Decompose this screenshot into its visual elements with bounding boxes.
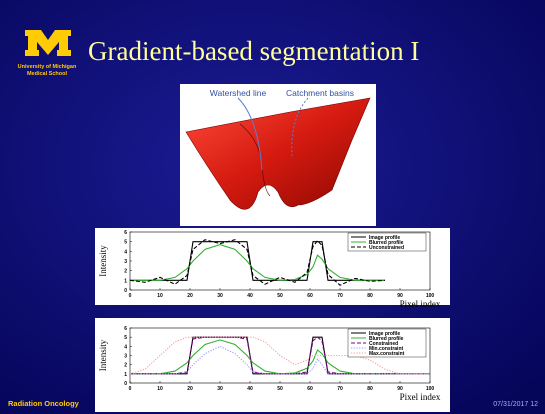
figure-label: Catchment basins xyxy=(286,88,354,98)
x-tick-label: 70 xyxy=(337,293,343,299)
x-tick-label: 10 xyxy=(157,386,163,392)
y-tick-label: 0 xyxy=(124,288,127,294)
logo-text: Medical School xyxy=(27,71,68,77)
y-tick-label: 5 xyxy=(124,335,127,341)
footer-right: 07/31/2017 12 xyxy=(493,401,538,408)
x-tick-label: 80 xyxy=(367,293,373,299)
x-tick-label: 70 xyxy=(337,386,343,392)
y-tick-label: 2 xyxy=(124,363,127,369)
figure-label: Watershed line xyxy=(210,88,267,98)
x-tick-label: 0 xyxy=(129,293,132,299)
x-tick-label: 0 xyxy=(129,386,132,392)
y-tick-label: 2 xyxy=(124,269,127,275)
x-tick-label: 30 xyxy=(217,293,223,299)
x-tick-label: 80 xyxy=(367,386,373,392)
logo-text: University of Michigan xyxy=(18,64,77,70)
x-tick-label: 50 xyxy=(277,293,283,299)
y-tick-label: 5 xyxy=(124,240,127,246)
x-axis-label: Pixel index xyxy=(400,299,441,309)
y-tick-label: 1 xyxy=(124,278,127,284)
x-tick-label: 60 xyxy=(307,386,313,392)
y-axis-label: Intensity xyxy=(98,339,108,371)
x-tick-label: 30 xyxy=(217,386,223,392)
y-tick-label: 0 xyxy=(124,381,127,387)
slide: University of Michigan Medical School Gr… xyxy=(0,0,545,414)
y-tick-label: 3 xyxy=(124,259,127,265)
x-tick-label: 40 xyxy=(247,386,253,392)
x-tick-label: 50 xyxy=(277,386,283,392)
x-tick-label: 40 xyxy=(247,293,253,299)
page: University of Michigan Medical School Gr… xyxy=(0,0,545,414)
legend-label: Max.constraint xyxy=(369,351,405,357)
x-axis-label: Pixel index xyxy=(400,392,441,402)
x-tick-label: 10 xyxy=(157,293,163,299)
x-tick-label: 60 xyxy=(307,293,313,299)
x-tick-label: 20 xyxy=(187,386,193,392)
x-tick-label: 20 xyxy=(187,293,193,299)
y-tick-label: 3 xyxy=(124,354,127,360)
footer-left: Radiation Oncology xyxy=(8,399,80,408)
legend-label: Unconstrained xyxy=(369,245,404,251)
y-tick-label: 6 xyxy=(124,326,127,332)
slide-title: Gradient-based segmentation I xyxy=(88,36,419,66)
y-tick-label: 4 xyxy=(124,344,127,350)
y-tick-label: 4 xyxy=(124,249,127,255)
y-axis-label: Intensity xyxy=(98,245,108,277)
y-tick-label: 1 xyxy=(124,372,127,378)
y-tick-label: 6 xyxy=(124,230,127,236)
